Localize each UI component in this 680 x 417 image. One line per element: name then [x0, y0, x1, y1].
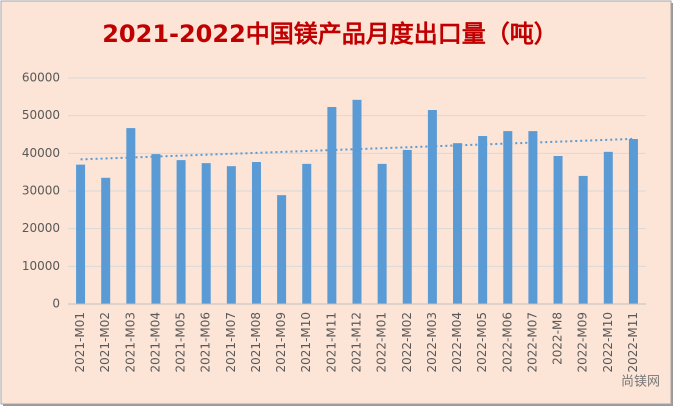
x-tick-label: 2021-M06	[199, 312, 213, 373]
bar	[628, 139, 638, 304]
y-tick-label: 50000	[22, 108, 60, 122]
x-tick-label: 2021-M07	[224, 312, 238, 373]
bar	[402, 149, 412, 304]
bar	[503, 131, 513, 304]
bar	[76, 164, 86, 304]
bar	[126, 128, 136, 304]
x-tick-label: 2022-M02	[400, 312, 414, 373]
bar	[427, 110, 437, 305]
x-tick-label: 2022-M09	[576, 312, 590, 373]
bar	[226, 166, 236, 304]
x-tick-label: 2021-M03	[123, 312, 137, 373]
bar	[201, 163, 211, 304]
x-tick-label: 2021-M08	[249, 312, 263, 373]
bar	[578, 175, 588, 304]
trendline	[80, 137, 634, 161]
bar	[101, 177, 111, 304]
x-tick-label: 2021-M05	[174, 312, 188, 373]
bar	[302, 163, 312, 304]
x-tick-label: 2022-M11	[626, 312, 640, 373]
x-tick-label: 2021-M12	[350, 312, 364, 373]
x-tick-label: 2022-M06	[500, 312, 514, 373]
x-tick-label: 2022-M03	[425, 312, 439, 373]
y-tick-label: 30000	[22, 184, 60, 198]
chart-title: 2021-2022中国镁产品月度出口量（吨）	[102, 20, 558, 48]
y-tick-label: 40000	[22, 146, 60, 160]
x-tick-label: 2022-M05	[475, 312, 489, 373]
x-tick-label: 2022-M01	[375, 312, 389, 373]
x-tick-label: 2021-M02	[98, 312, 112, 373]
x-tick-label: 2022-M07	[525, 312, 539, 373]
bar	[251, 161, 261, 304]
bar	[151, 154, 161, 304]
bar	[277, 195, 287, 304]
x-tick-label: 2022-M10	[601, 312, 615, 373]
x-tick-label: 2021-M10	[299, 312, 313, 373]
bar	[603, 151, 613, 304]
x-tick-label: 2022-M8	[551, 312, 565, 365]
y-tick-label: 10000	[22, 259, 60, 273]
y-tick-label: 0	[52, 297, 60, 311]
x-tick-label: 2022-M04	[450, 312, 464, 373]
x-tick-label: 2021-M11	[324, 312, 338, 373]
y-tick-label: 60000	[22, 71, 60, 85]
bar	[327, 107, 337, 305]
watermark: 尚镁网	[621, 375, 660, 390]
bar	[377, 163, 387, 304]
bar	[478, 136, 488, 304]
bar	[352, 99, 362, 304]
x-tick-label: 2021-M01	[73, 312, 87, 373]
x-tick-label: 2021-M04	[148, 312, 162, 373]
bar	[528, 131, 538, 304]
bar	[176, 160, 186, 304]
y-tick-label: 20000	[22, 221, 60, 235]
bar	[453, 143, 463, 304]
x-tick-label: 2021-M09	[274, 312, 288, 373]
bar	[553, 155, 563, 304]
